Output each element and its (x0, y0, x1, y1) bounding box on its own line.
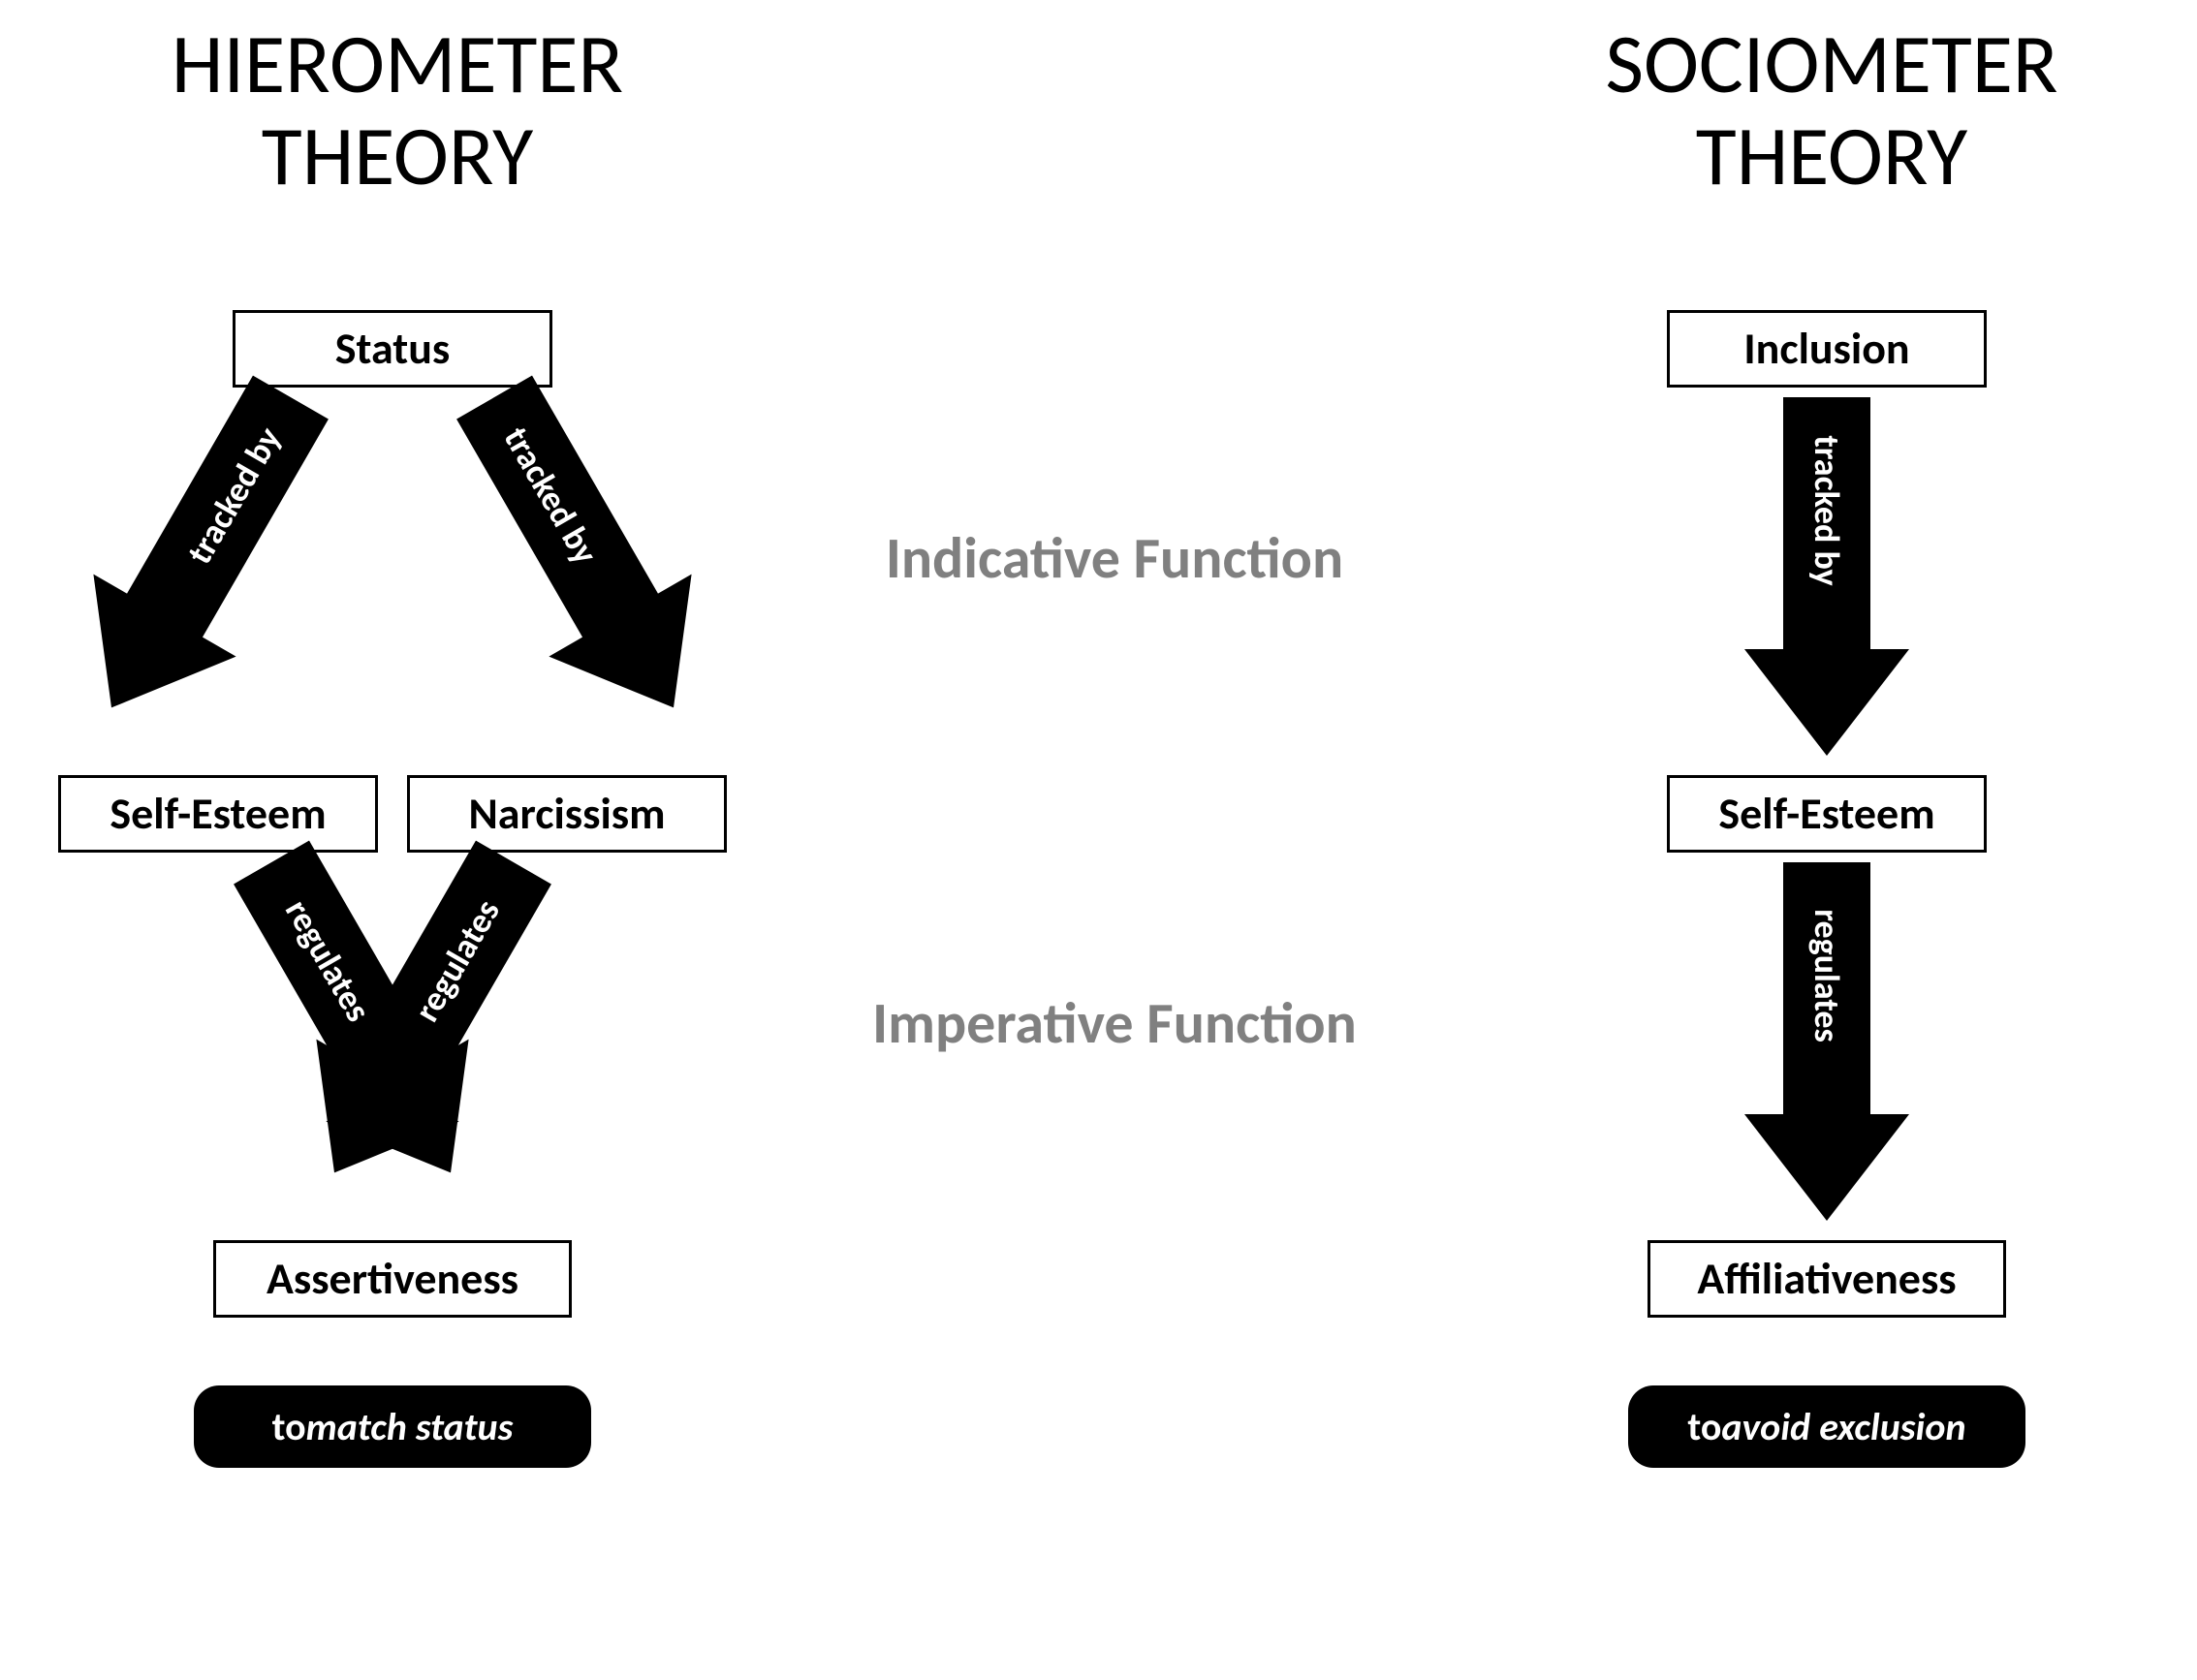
arrow-label-inclusion-to-selfesteem: tracked by (1805, 435, 1848, 585)
node-inclusion: Inclusion (1667, 310, 1987, 388)
arrow-selfesteem-to-affil: regulates (1744, 862, 1909, 1221)
pill-left-emph: match status (306, 1403, 514, 1450)
node-assertiveness: Assertiveness (213, 1240, 572, 1318)
pill-right-emph: avoid exclusion (1721, 1403, 1965, 1450)
node-affiliativeness: Affiliativeness (1648, 1240, 2006, 1318)
arrow-status-to-narcissism: tracked by (423, 357, 744, 749)
title-right: SOCIOMETER THEORY (1531, 19, 2132, 202)
pill-right-prefix: to (1687, 1403, 1721, 1450)
arrow-label-selfesteem-to-affil: regulates (1805, 909, 1848, 1042)
arrow-status-to-selfesteem: tracked by (40, 357, 361, 749)
title-left: HIEROMETER THEORY (126, 19, 669, 202)
pill-left: to match status (194, 1385, 591, 1468)
node-self-esteem-right: Self-Esteem (1667, 775, 1987, 853)
func-indicative: Indicative Function (804, 523, 1425, 594)
node-status: Status (233, 310, 552, 388)
func-imperative: Imperative Function (804, 988, 1425, 1059)
pill-right: to avoid exclusion (1628, 1385, 2025, 1468)
pill-left-prefix: to (272, 1403, 306, 1450)
arrow-inclusion-to-selfesteem: tracked by (1744, 397, 1909, 756)
